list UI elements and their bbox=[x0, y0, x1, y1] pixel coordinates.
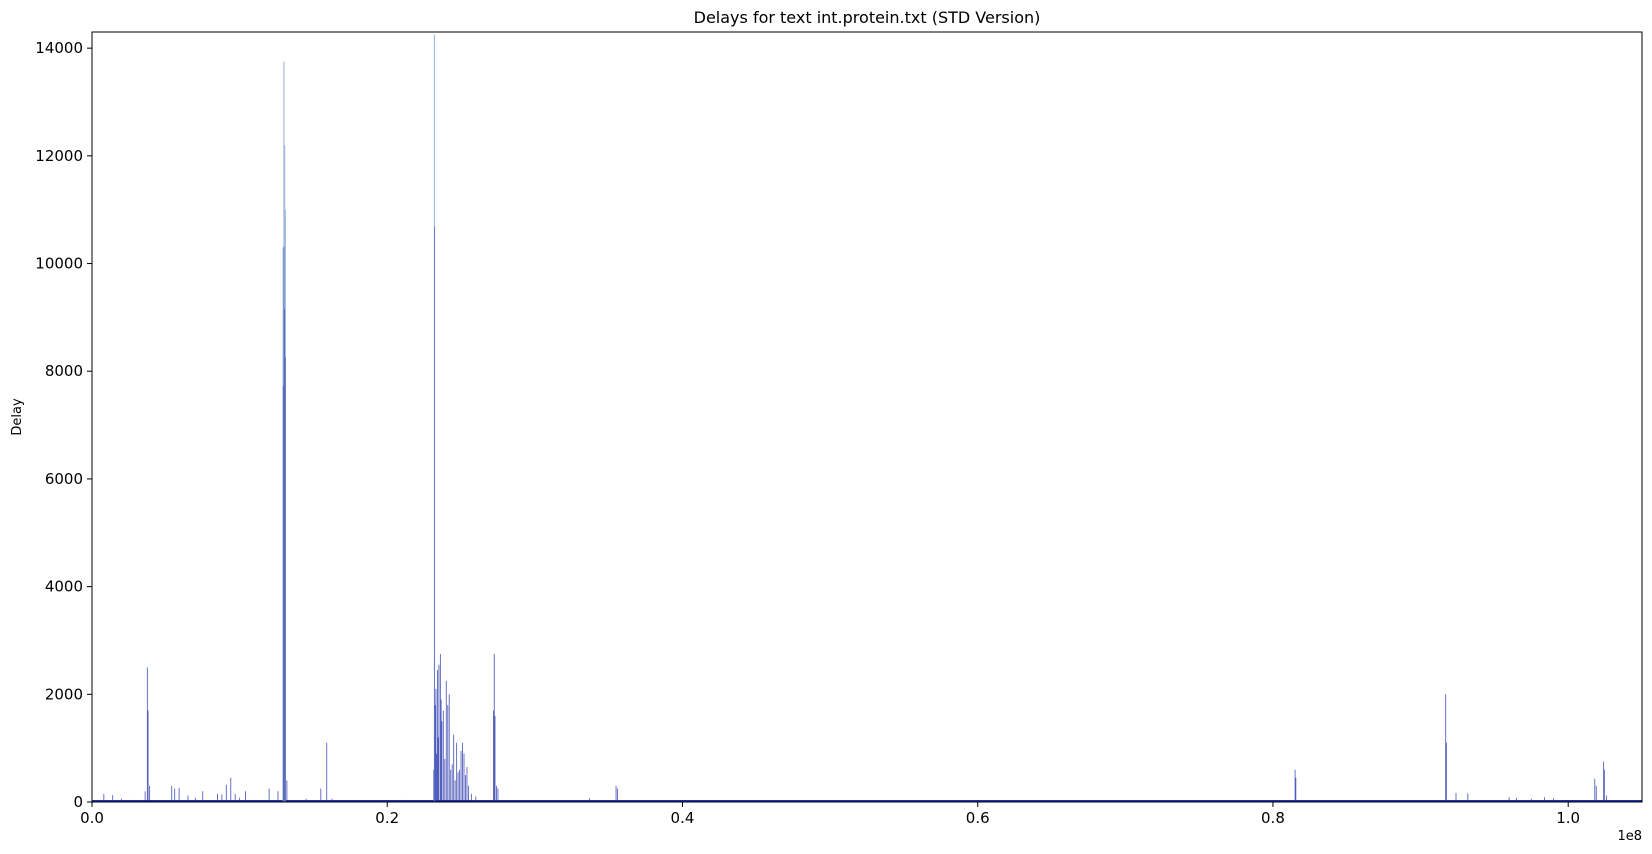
x-tick-label: 1.0 bbox=[1556, 809, 1580, 827]
y-tick-label: 8000 bbox=[45, 362, 83, 380]
x-tick-label: 0.0 bbox=[80, 809, 104, 827]
y-tick-label: 14000 bbox=[35, 39, 83, 57]
x-tick-label: 0.8 bbox=[1261, 809, 1285, 827]
y-axis-label: Delay bbox=[10, 398, 25, 436]
y-tick-label: 0 bbox=[73, 793, 83, 811]
x-tick-label: 0.6 bbox=[966, 809, 990, 827]
x-axis-offset-text: 1e8 bbox=[1617, 829, 1642, 844]
ticks-group: 0.0 0.2 0.4 0.6 0.8 1.0 0 2000 4000 6000 8000 10000… bbox=[35, 39, 1580, 827]
y-tick-label: 4000 bbox=[45, 578, 83, 596]
series-group bbox=[92, 34, 1642, 802]
plot-frame bbox=[91, 31, 1643, 803]
x-tick-label: 0.4 bbox=[671, 809, 695, 827]
y-tick-label: 12000 bbox=[35, 147, 83, 165]
y-tick-label: 2000 bbox=[45, 685, 83, 703]
chart-title: Delays for text int.protein.txt (STD Ver… bbox=[694, 8, 1041, 27]
y-tick-label: 6000 bbox=[45, 470, 83, 488]
y-tick-label: 10000 bbox=[35, 255, 83, 273]
x-tick-label: 0.2 bbox=[375, 809, 399, 827]
